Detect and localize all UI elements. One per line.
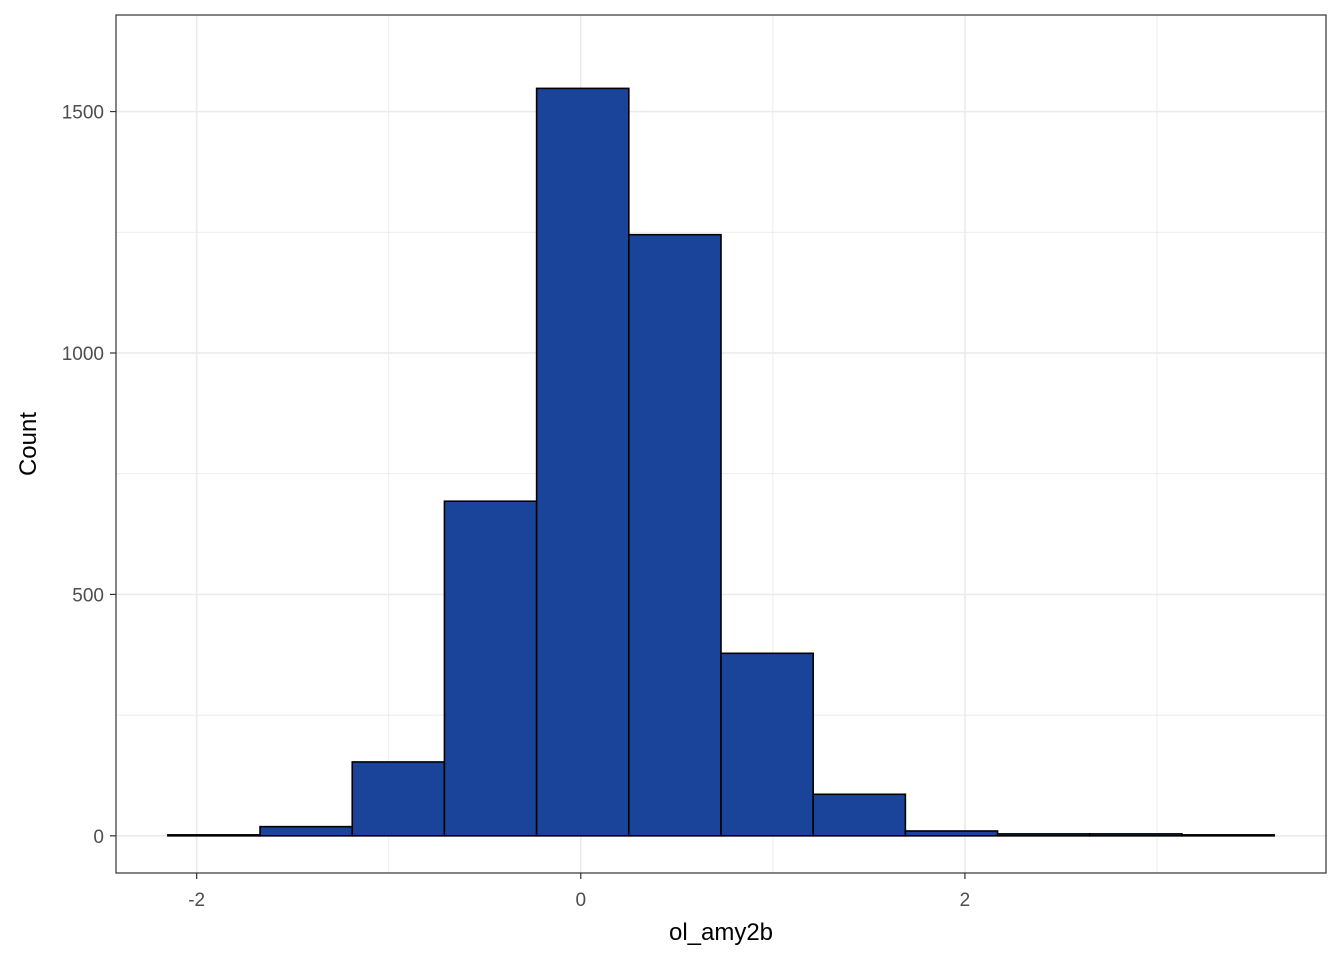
histogram-bar (351, 761, 446, 837)
histogram-bar (720, 652, 814, 837)
x-tick-label: 0 (576, 890, 587, 911)
histogram-bar (259, 825, 354, 837)
histogram-bar (904, 830, 999, 837)
histogram-bar (996, 833, 1091, 837)
y-axis-ticks: 0 500 1000 1500 (62, 103, 116, 848)
y-tick-label: 500 (72, 585, 104, 606)
y-tick-label: 0 (93, 827, 104, 848)
histogram-bar (443, 500, 538, 837)
panel-border (115, 14, 1327, 874)
histogram-bar (535, 87, 630, 837)
x-axis-ticks: -2 0 2 (188, 873, 970, 911)
histogram-bar (628, 233, 722, 837)
y-axis-title: Count (15, 412, 42, 476)
histogram-bar (167, 834, 261, 837)
histogram-bar (812, 793, 907, 837)
y-tick-label: 1000 (62, 344, 104, 365)
x-tick-label: 2 (960, 890, 971, 911)
x-axis-title: ol_amy2b (669, 919, 773, 946)
histogram-bars (167, 87, 1275, 837)
x-tick-label: -2 (188, 890, 205, 911)
histogram-bar (1088, 833, 1183, 837)
histogram-bar (1181, 834, 1275, 837)
y-tick-label: 1500 (62, 103, 104, 124)
